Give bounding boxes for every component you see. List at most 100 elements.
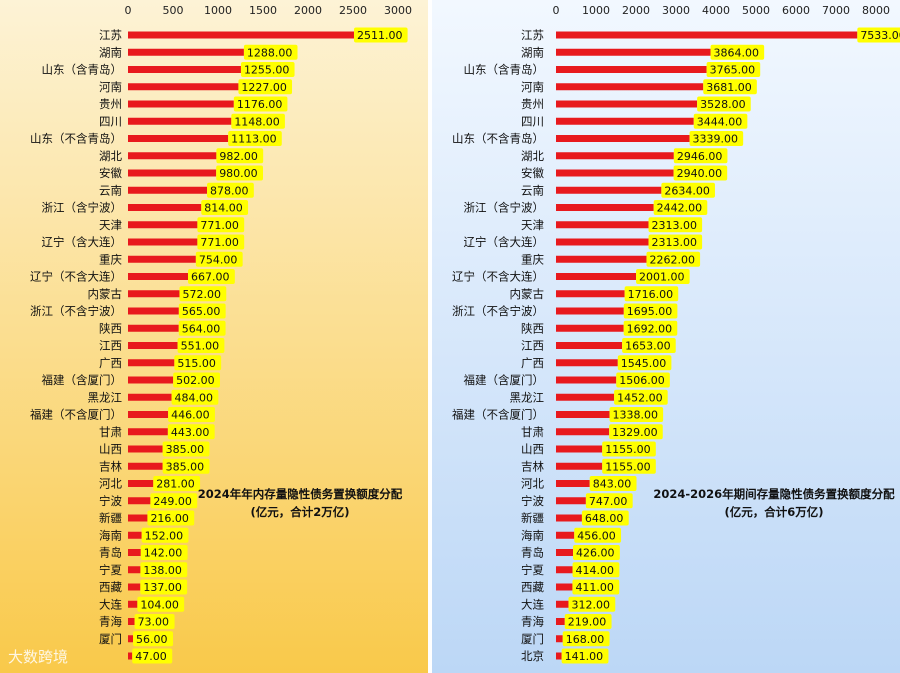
left-panel-background xyxy=(0,0,428,673)
left-value-label-bg xyxy=(178,303,226,319)
right-value-label-bg xyxy=(646,251,701,267)
right-value-label-bg xyxy=(693,113,748,129)
left-value-label-bg xyxy=(197,217,245,233)
left-value-label: 1113.00 xyxy=(231,133,276,146)
left-value-label: 980.00 xyxy=(219,167,258,180)
left-bar xyxy=(128,290,180,298)
left-value-label-bg xyxy=(141,527,189,543)
right-category-label: 辽宁（含大连） xyxy=(464,235,545,249)
right-value-label-bg xyxy=(609,407,664,422)
left-bar xyxy=(128,48,244,56)
left-value-label-bg xyxy=(133,631,174,647)
right-bar xyxy=(556,342,623,349)
left-value-label-bg xyxy=(207,182,254,198)
left-bar xyxy=(128,169,217,177)
right-value-label: 426.00 xyxy=(576,547,615,560)
right-value-label-bg xyxy=(857,27,900,43)
left-category-label: 辽宁（含大连） xyxy=(42,235,123,249)
right-value-label: 747.00 xyxy=(589,495,628,508)
right-x-tick-label: 2000 xyxy=(622,4,650,17)
right-value-label-bg xyxy=(614,389,668,405)
right-value-label-bg xyxy=(616,372,670,388)
right-category-label: 江苏 xyxy=(521,28,544,42)
left-value-label: 1176.00 xyxy=(237,98,283,111)
left-value-label: 1255.00 xyxy=(244,64,290,77)
left-bar xyxy=(128,376,174,384)
right-value-label-bg xyxy=(661,182,715,198)
right-value-label: 1338.00 xyxy=(613,409,659,422)
left-x-tick-label: 500 xyxy=(163,4,184,17)
left-value-label-bg xyxy=(188,269,235,284)
left-value-label-bg xyxy=(174,355,222,371)
right-value-label-bg xyxy=(673,148,728,164)
right-value-label-bg xyxy=(572,562,620,578)
left-bar xyxy=(128,359,175,367)
right-x-tick-label: 8000 xyxy=(862,4,890,17)
right-value-label-bg xyxy=(624,286,679,302)
left-value-label: 484.00 xyxy=(175,391,214,404)
right-bar xyxy=(556,445,603,453)
left-category-label: 四川 xyxy=(99,114,122,128)
right-value-label: 1155.00 xyxy=(605,443,651,456)
right-x-tick-label: 1000 xyxy=(582,4,610,17)
left-bar xyxy=(128,83,239,91)
left-value-label: 56.00 xyxy=(136,633,168,646)
left-value-label: 572.00 xyxy=(182,288,221,301)
left-bar xyxy=(128,600,138,608)
right-category-label: 安徽 xyxy=(521,166,544,180)
right-bar xyxy=(556,583,573,591)
right-category-label: 福建（含厦门） xyxy=(464,373,545,387)
right-value-label-bg xyxy=(710,44,765,60)
left-bar xyxy=(128,117,232,125)
left-value-label-bg xyxy=(153,476,201,491)
right-category-label: 湖北 xyxy=(521,149,544,163)
right-value-label-bg xyxy=(562,631,610,647)
right-value-label-bg xyxy=(602,458,656,474)
left-category-label: 西藏 xyxy=(99,580,122,594)
right-bar xyxy=(556,428,610,436)
left-bar xyxy=(128,221,198,229)
left-value-label-bg xyxy=(228,131,282,146)
left-category-label: 辽宁（不含大连） xyxy=(30,270,122,284)
right-value-label-bg xyxy=(572,579,620,595)
right-bar xyxy=(556,618,565,625)
left-bar xyxy=(128,652,133,660)
right-category-label: 宁波 xyxy=(521,494,544,508)
right-value-label: 3528.00 xyxy=(700,98,746,111)
right-bar xyxy=(556,635,563,643)
left-category-label: 河北 xyxy=(99,477,122,491)
right-bar xyxy=(556,186,662,194)
left-value-label: 1148.00 xyxy=(234,115,280,128)
right-value-label: 2946.00 xyxy=(677,150,723,163)
right-value-label: 2634.00 xyxy=(664,184,710,197)
left-bar xyxy=(128,549,141,556)
left-value-label-bg xyxy=(147,510,195,526)
right-value-label-bg xyxy=(697,96,751,112)
right-bar xyxy=(556,135,690,142)
right-category-label: 青海 xyxy=(521,615,544,629)
left-value-label-bg xyxy=(162,458,210,474)
right-value-label-bg xyxy=(564,614,612,629)
left-annotation-line: (亿元，合计2万亿) xyxy=(250,505,349,519)
right-category-label: 云南 xyxy=(521,183,544,197)
left-value-label: 104.00 xyxy=(140,598,179,611)
left-value-label-bg xyxy=(168,407,215,422)
left-value-label-bg xyxy=(134,614,175,629)
right-value-label: 1545.00 xyxy=(621,357,667,370)
right-category-label: 内蒙古 xyxy=(510,287,545,301)
right-category-label: 西藏 xyxy=(521,580,544,594)
left-category-label: 大连 xyxy=(99,597,122,611)
left-bar xyxy=(128,480,154,487)
left-category-label: 河南 xyxy=(99,80,122,94)
right-value-label: 219.00 xyxy=(568,616,607,629)
left-value-label: 47.00 xyxy=(135,650,167,663)
right-category-label: 浙江（含宁波） xyxy=(464,201,545,215)
left-category-label: 湖南 xyxy=(99,45,122,59)
right-value-label-bg xyxy=(574,527,622,543)
right-value-label-bg xyxy=(581,510,629,526)
right-bar xyxy=(556,462,603,470)
right-value-label-bg xyxy=(689,131,744,146)
left-bar xyxy=(128,462,163,470)
right-value-label: 2262.00 xyxy=(649,253,695,266)
right-value-label-bg xyxy=(622,338,676,353)
